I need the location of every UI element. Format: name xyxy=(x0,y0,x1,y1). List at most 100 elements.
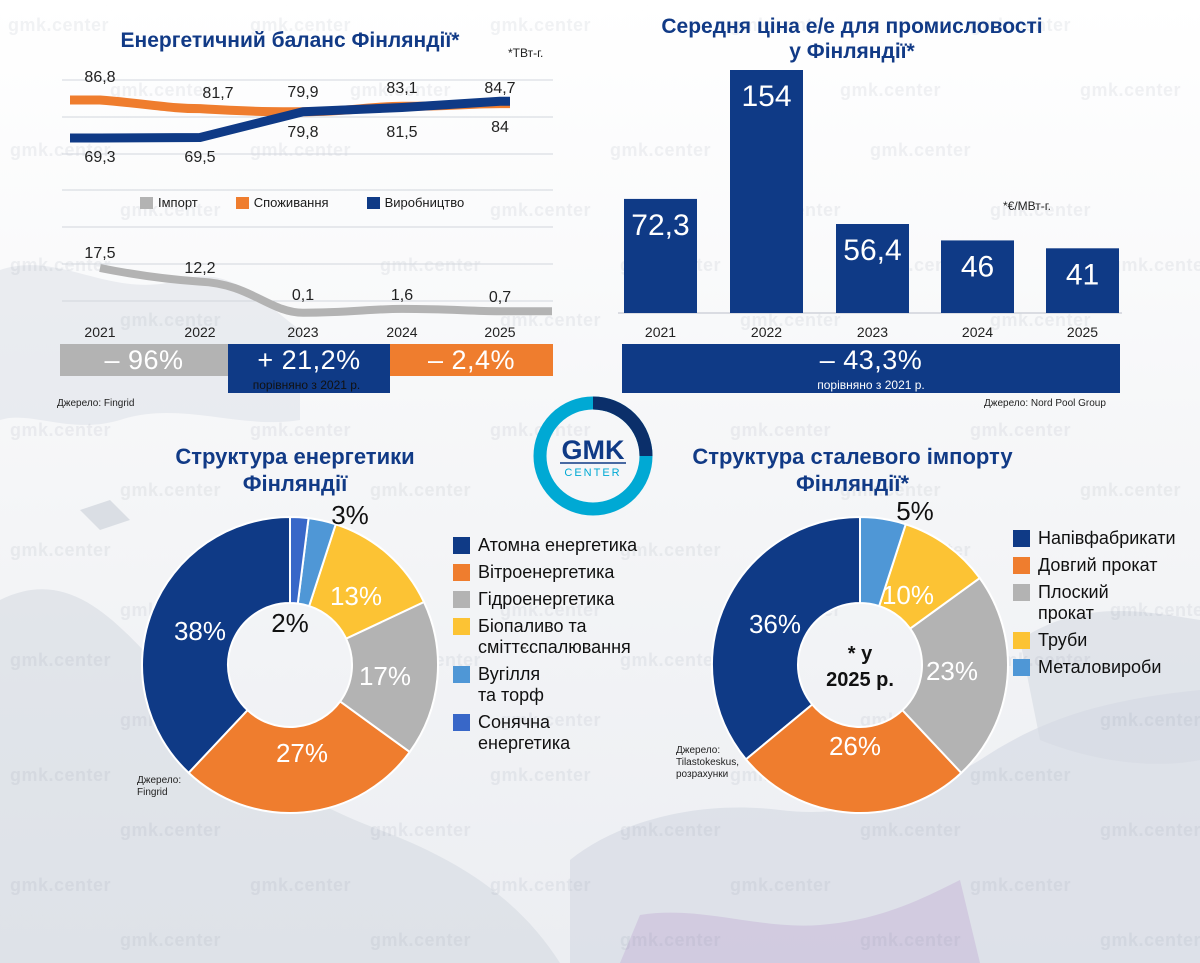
slice-label: 26% xyxy=(829,731,881,761)
bar xyxy=(624,198,697,313)
legend-label: Довгий прокат xyxy=(1038,555,1158,575)
steel-import-donut: 36% 26% 23% 10% 5% * у 2025 р. xyxy=(711,496,1009,814)
legend-label: Споживання xyxy=(253,195,329,210)
data-label-import: 17,5 xyxy=(84,245,115,262)
energy-structure-title-line1: Структура енергетики xyxy=(175,444,415,469)
legend-swatch xyxy=(1013,632,1030,649)
bar-value-label: 72,3 xyxy=(631,209,689,242)
price-change-value: – 43,3% xyxy=(622,344,1120,376)
legend-label: Напівфабрикати xyxy=(1038,528,1176,548)
legend-swatch xyxy=(1013,659,1030,676)
legend-item: Плоский прокат xyxy=(1013,582,1176,624)
donut-slice xyxy=(338,600,439,754)
price-unit-note: *€/МВт-г. xyxy=(1003,199,1052,213)
balance-title: Енергетичний баланс Фінляндії* xyxy=(120,29,460,52)
data-label-import: 12,2 xyxy=(184,260,215,277)
legend-swatch xyxy=(453,714,470,731)
data-label-production: 69,5 xyxy=(184,149,215,166)
data-label-consumption: 84,7 xyxy=(484,80,515,97)
legend-label: Труби xyxy=(1038,630,1088,650)
legend-label: Біопаливо та сміттєспалювання xyxy=(478,616,631,657)
price-source: Джерело: Nord Pool Group xyxy=(984,398,1106,409)
data-label-production: 81,5 xyxy=(386,124,417,141)
steel-import-source: Джерело: Tilastokeskus, розрахунки xyxy=(676,745,739,781)
slice-label: 38% xyxy=(174,616,226,646)
bar xyxy=(941,240,1014,313)
balance-source: Джерело: Fingrid xyxy=(57,398,135,409)
legend-swatch xyxy=(235,196,249,209)
x-tick-label: 2024 xyxy=(962,324,993,340)
legend-swatch xyxy=(1013,584,1030,601)
donut-center-note: 2025 р. xyxy=(826,669,894,691)
slice-label: 5% xyxy=(896,496,934,526)
legend-label: Гідроенергетика xyxy=(478,589,615,609)
energy-structure-title-line2: Фінляндії xyxy=(242,471,348,496)
steel-source-line2: Tilastokeskus, xyxy=(676,757,739,768)
legend-swatch xyxy=(453,666,470,683)
legend-swatch xyxy=(453,591,470,608)
donut-slice xyxy=(187,700,412,814)
legend-item: Металовироби xyxy=(1013,657,1176,678)
balance-changes: – 96% + 21,2% – 2,4% xyxy=(60,344,553,376)
energy-source-line1: Джерело: xyxy=(137,775,182,786)
steel-import-legend: Напівфабрикати Довгий прокат Плоский прокат… xyxy=(1013,528,1176,684)
data-label-consumption: 83,1 xyxy=(386,80,417,97)
legend-label: Атомна енергетика xyxy=(478,535,638,555)
legend-item: Сонячна енергетика xyxy=(453,712,637,754)
svg-text:GMK: GMK xyxy=(562,435,625,465)
x-tick-label: 2025 xyxy=(1067,324,1098,340)
balance-compare-note xyxy=(228,376,390,393)
steel-import-title-line1: Структура сталевого імпорту xyxy=(692,444,1013,469)
balance-line-chart: 86,8 81,7 79,9 83,1 84,7 69,3 69,5 79,8 81,5 84 17… xyxy=(62,69,553,340)
x-tick-label: 2021 xyxy=(84,324,115,340)
price-compare-text: порівняно з 2021 р. xyxy=(622,376,1120,393)
svg-text:CENTER: CENTER xyxy=(564,467,621,479)
price-title-line2: у Фінляндії* xyxy=(789,40,915,63)
legend-label: Вітроенергетика xyxy=(478,562,615,582)
energy-structure-source: Джерело: Fingrid xyxy=(137,775,181,799)
legend-item: Вугілля та торф xyxy=(453,664,637,706)
data-label-production: 79,8 xyxy=(287,124,318,141)
x-tick-label: 2023 xyxy=(857,324,888,340)
data-label-production: 84 xyxy=(491,119,509,136)
legend-item: Вітроенергетика xyxy=(453,562,637,583)
energy-structure-legend: Атомна енергетика Вітроенергетика Гідроене… xyxy=(453,535,637,760)
steel-source-line3: розрахунки xyxy=(676,769,729,780)
series-line-production xyxy=(70,96,510,143)
slice-label: 10% xyxy=(882,580,934,610)
slice-label: 2% xyxy=(271,608,309,638)
legend-swatch xyxy=(366,196,380,209)
bar xyxy=(836,224,909,313)
legend-label: Імпорт xyxy=(158,195,198,210)
x-tick-label: 2022 xyxy=(751,324,782,340)
donut-slice xyxy=(141,515,291,775)
slice-label: 27% xyxy=(276,738,328,768)
data-label-import: 0,7 xyxy=(489,289,511,306)
price-bar-chart: 72,3 2021 154 2022 56,4 2023 46 2024 41 2025 xyxy=(618,70,1122,340)
slice-label: 13% xyxy=(330,581,382,611)
slice-label: 17% xyxy=(359,661,411,691)
x-tick-label: 2022 xyxy=(184,324,215,340)
legend-swatch xyxy=(453,564,470,581)
balance-unit-note: *ТВт-г. xyxy=(508,46,544,60)
legend-item: Труби xyxy=(1013,630,1176,651)
legend-swatch xyxy=(453,537,470,554)
data-label-import: 1,6 xyxy=(391,287,413,304)
bar-value-label: 41 xyxy=(1066,258,1099,291)
change-value: – 2,4% xyxy=(390,344,553,376)
steel-import-title: Структура сталевого імпорту Фінляндії* xyxy=(670,443,1035,497)
donut-slice xyxy=(901,576,1009,775)
x-tick-label: 2021 xyxy=(645,324,676,340)
data-label-production: 69,3 xyxy=(84,149,115,166)
data-label-consumption: 81,7 xyxy=(202,85,233,102)
legend-label: Плоский прокат xyxy=(1038,582,1109,623)
bar-value-label: 46 xyxy=(961,250,994,283)
change-value: + 21,2% xyxy=(228,344,390,376)
data-label-consumption: 79,9 xyxy=(287,84,318,101)
legend-label: Металовироби xyxy=(1038,657,1162,677)
balance-legend: Імпорт Споживання Виробництво xyxy=(140,195,502,210)
legend-item: Довгий прокат xyxy=(1013,555,1176,576)
data-label-consumption: 86,8 xyxy=(84,69,115,86)
legend-item: Напівфабрикати xyxy=(1013,528,1176,549)
